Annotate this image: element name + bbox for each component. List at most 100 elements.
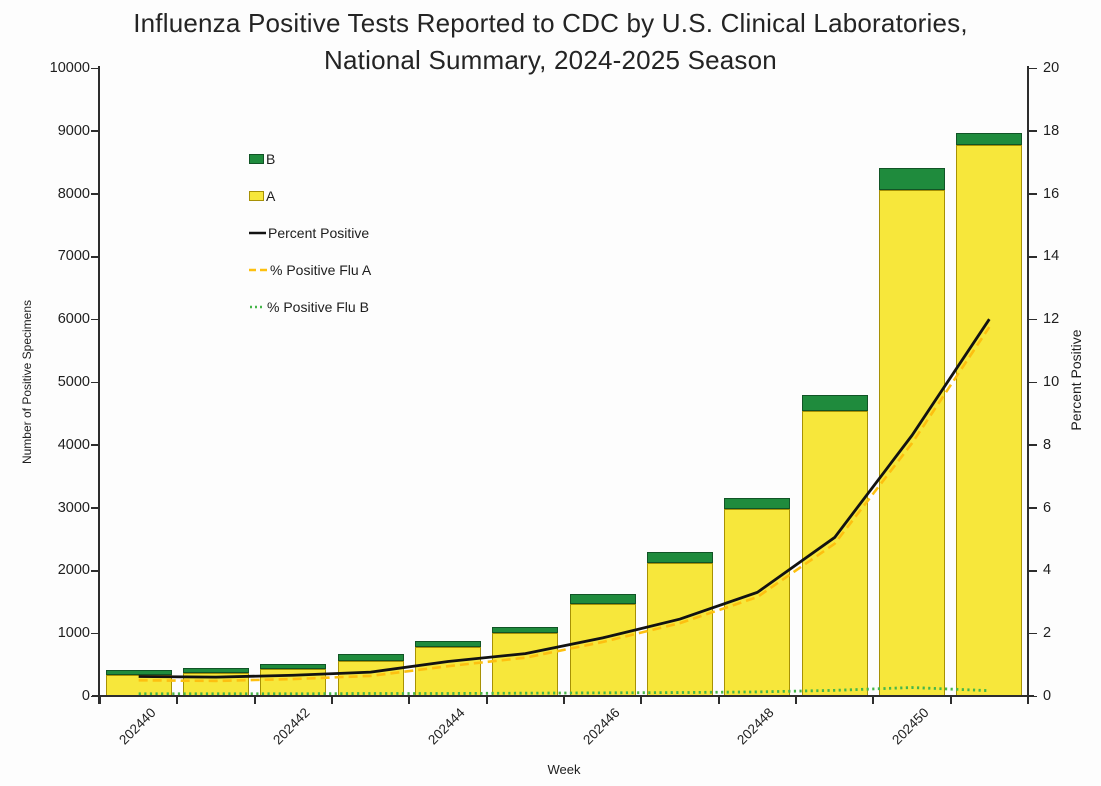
legend-item-pct-flu-b: % Positive Flu B: [249, 288, 371, 325]
chart-title-line2: National Summary, 2024-2025 Season: [324, 45, 777, 75]
y-right-tick-label: 14: [1043, 248, 1060, 265]
y-left-tick-label: 8000: [57, 185, 90, 202]
legend-label-a: A: [266, 187, 276, 204]
y-left-tick: [91, 695, 99, 698]
legend-label-percent-positive: Percent Positive: [268, 224, 370, 241]
y-axis-right-line: [1027, 66, 1029, 704]
chart-title-line1: Influenza Positive Tests Reported to CDC…: [133, 8, 968, 38]
x-tick: [253, 696, 256, 704]
x-tick: [717, 696, 720, 704]
y-left-tick: [91, 318, 99, 321]
y-right-tick: [1029, 381, 1037, 384]
y-left-tick-label: 5000: [57, 374, 90, 390]
legend-label-pct-flu-a: % Positive Flu A: [270, 261, 372, 278]
line-pct-flu-b: [138, 686, 990, 696]
y-left-tick: [91, 130, 99, 133]
y-left-tick: [91, 444, 99, 447]
x-tick-label: 202450: [889, 705, 932, 748]
x-tick-label: 202448: [734, 705, 777, 748]
y-right-tick-label: 2: [1043, 625, 1052, 642]
x-tick: [795, 696, 797, 704]
x-tick: [485, 696, 488, 704]
y-left-tick-label: 10000: [49, 60, 90, 76]
y-left-tick-label: 1000: [57, 625, 90, 642]
legend-item-a: A: [249, 177, 371, 214]
y-left-tick-label: 6000: [57, 311, 90, 328]
y-left-tick-label: 7000: [57, 248, 90, 265]
x-tick: [563, 696, 565, 704]
x-tick: [949, 696, 952, 704]
chart-title: Influenza Positive Tests Reported to CDC…: [0, 5, 1101, 79]
legend-item-b: B: [249, 140, 371, 177]
y-right-tick: [1029, 632, 1037, 635]
y-left-tick: [91, 193, 99, 195]
y-right-tick-label: 16: [1043, 185, 1060, 202]
x-axis-line: [92, 695, 1034, 697]
y-right-tick: [1029, 130, 1037, 133]
bar-flu-a: [337, 661, 404, 696]
bar-flu-b: [801, 394, 868, 412]
x-tick: [640, 696, 643, 704]
y-right-tick-label: 18: [1043, 122, 1060, 139]
plot-area: [100, 68, 1028, 696]
bar-flu-b: [183, 668, 249, 674]
x-axis-title: Week: [547, 762, 581, 777]
y-left-tick: [91, 67, 99, 70]
dashed-line-sample-icon: [249, 268, 268, 271]
x-tick: [872, 696, 875, 704]
x-tick: [408, 696, 411, 704]
flu-b-swatch-icon: [249, 153, 264, 164]
bar-flu-a: [724, 509, 791, 696]
bar-flu-a: [415, 647, 481, 696]
legend-item-percent-positive: Percent Positive: [249, 214, 371, 251]
y-left-tick: [91, 507, 99, 509]
bar-flu-b: [647, 551, 713, 563]
y-right-tick-label: 4: [1043, 562, 1052, 579]
legend-item-pct-flu-a: % Positive Flu A: [249, 251, 371, 288]
bar-flu-b: [260, 663, 327, 669]
y-right-tick: [1029, 193, 1037, 195]
y-left-tick-label: 9000: [57, 122, 90, 139]
y-right-tick: [1029, 507, 1037, 509]
x-tick: [176, 696, 179, 704]
y-right-tick: [1029, 255, 1037, 258]
solid-line-sample-icon: [249, 231, 266, 234]
x-tick-label: 202442: [270, 705, 313, 748]
bar-flu-a: [569, 603, 636, 696]
y-right-tick-label: 12: [1043, 311, 1060, 328]
y-left-tick: [91, 255, 99, 258]
y-right-tick-label: 8: [1043, 436, 1052, 453]
y-left-tick-label: 3000: [57, 499, 90, 516]
y-right-tick-label: 0: [1043, 688, 1052, 704]
x-tick: [99, 696, 101, 704]
y-right-tick: [1029, 318, 1037, 321]
bar-flu-b: [492, 626, 559, 633]
bar-flu-b: [956, 132, 1023, 145]
y-left-tick: [91, 632, 99, 635]
bar-flu-b: [569, 593, 636, 604]
x-tick: [1027, 696, 1029, 704]
bar-flu-b: [724, 497, 791, 510]
y-right-tick: [1029, 444, 1037, 447]
y-left-tick: [91, 381, 99, 384]
y-left-tick-label: 0: [81, 688, 90, 704]
x-tick-label: 202444: [425, 705, 468, 748]
legend-label-b: B: [266, 150, 276, 167]
x-tick: [331, 696, 333, 704]
y-axis-left-title: Number of Positive Specimens: [20, 299, 34, 465]
y-right-tick: [1029, 569, 1037, 572]
y-right-tick-label: 20: [1043, 60, 1060, 76]
lines-layer: [138, 318, 991, 696]
line-pct-flu-a: [138, 326, 991, 683]
y-axis-left-line: [98, 66, 100, 704]
bar-flu-b: [105, 669, 172, 675]
y-left-tick-label: 4000: [57, 436, 90, 453]
bar-flu-a: [183, 673, 249, 696]
bar-flu-b: [879, 168, 945, 191]
bar-flu-b: [415, 641, 481, 647]
y-right-tick-label: 10: [1043, 374, 1060, 390]
y-left-tick: [91, 569, 99, 572]
legend-label-pct-flu-b: % Positive Flu B: [267, 298, 369, 315]
bar-flu-a: [492, 632, 559, 696]
